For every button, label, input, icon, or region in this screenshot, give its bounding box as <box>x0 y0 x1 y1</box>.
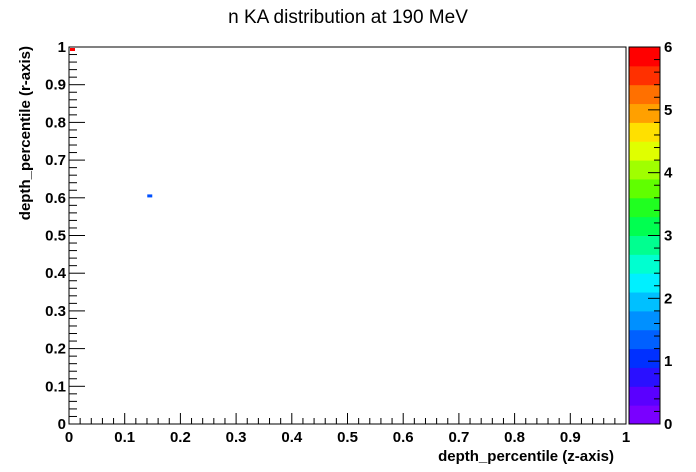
chart-title: n KA distribution at 190 MeV <box>228 7 468 28</box>
heatmap-cell <box>147 194 153 198</box>
x-tick-label: 0.1 <box>114 429 135 446</box>
colorbar-tick-label: 3 <box>664 228 672 245</box>
colorbar-segment <box>629 84 660 105</box>
x-axis: 0 0.1 0.2 0.3 0.4 0.5 0.6 0.7 0.8 0.9 1 <box>65 413 630 446</box>
colorbar-segment <box>629 103 660 123</box>
colorbar-tick-label: 5 <box>664 102 672 119</box>
colorbar-segment <box>629 235 660 255</box>
heatmap-cells <box>70 48 153 198</box>
y-tick-label: 0.1 <box>45 378 66 395</box>
colorbar-segment <box>629 178 660 199</box>
colorbar-tick-label: 6 <box>664 39 672 56</box>
color-scale-bar: 0 1 2 3 4 5 6 <box>628 39 673 433</box>
colorbar-tick-label: 4 <box>664 165 673 182</box>
y-tick-label: 0.8 <box>45 114 66 131</box>
y-tick-label: 0.6 <box>45 190 66 207</box>
y-axis-label: depth_percentile (r-axis) <box>17 46 34 220</box>
x-tick-label: 0.8 <box>504 429 525 446</box>
y-tick-label: 1 <box>58 39 66 56</box>
x-tick-label: 0.2 <box>170 429 191 446</box>
x-tick-label: 0.4 <box>281 429 303 446</box>
colorbar-segment <box>629 292 660 312</box>
y-tick-label: 0.4 <box>45 265 67 282</box>
colorbar-segment <box>629 65 660 86</box>
y-axis: 0 0.1 0.2 0.3 0.4 0.5 0.6 0.7 0.8 0.9 1 <box>45 39 85 433</box>
y-tick-label: 0.3 <box>45 303 66 320</box>
colorbar-segment <box>629 160 660 180</box>
colorbar-segment <box>629 216 660 236</box>
x-tick-label: 0.7 <box>448 429 469 446</box>
colorbar-segment <box>629 254 660 274</box>
colorbar-segment <box>629 386 660 406</box>
x-axis-label: depth_percentile (z-axis) <box>438 448 614 465</box>
colorbar-segment <box>629 273 660 293</box>
x-tick-label: 0.3 <box>226 429 247 446</box>
colorbar-segment <box>629 310 660 331</box>
y-tick-label: 0.2 <box>45 341 66 358</box>
y-tick-label: 0.7 <box>45 152 66 169</box>
colorbar-segment <box>629 122 660 142</box>
y-tick-label: 0.9 <box>45 77 66 94</box>
colorbar-tick-label: 0 <box>664 416 672 433</box>
plot-area <box>68 46 627 425</box>
x-tick-label: 0.9 <box>560 429 581 446</box>
colorbar-segment <box>629 47 660 67</box>
y-tick-label: 0.5 <box>45 228 66 245</box>
colorbar-segment <box>629 367 660 387</box>
colorbar-segment <box>629 348 660 368</box>
colorbar-tick-label: 2 <box>664 290 672 307</box>
heatmap-cell <box>70 48 75 51</box>
x-tick-label: 0.6 <box>393 429 414 446</box>
x-tick-label: 0 <box>65 429 73 446</box>
colorbar-tick-label: 1 <box>664 353 672 370</box>
x-tick-label: 0.5 <box>337 429 358 446</box>
colorbar-segment <box>629 197 660 218</box>
y-tick-label: 0 <box>58 416 66 433</box>
x-tick-label: 1 <box>622 429 630 446</box>
colorbar-segment <box>629 405 660 425</box>
colorbar-segment <box>629 329 660 350</box>
colorbar-segment <box>629 141 660 161</box>
